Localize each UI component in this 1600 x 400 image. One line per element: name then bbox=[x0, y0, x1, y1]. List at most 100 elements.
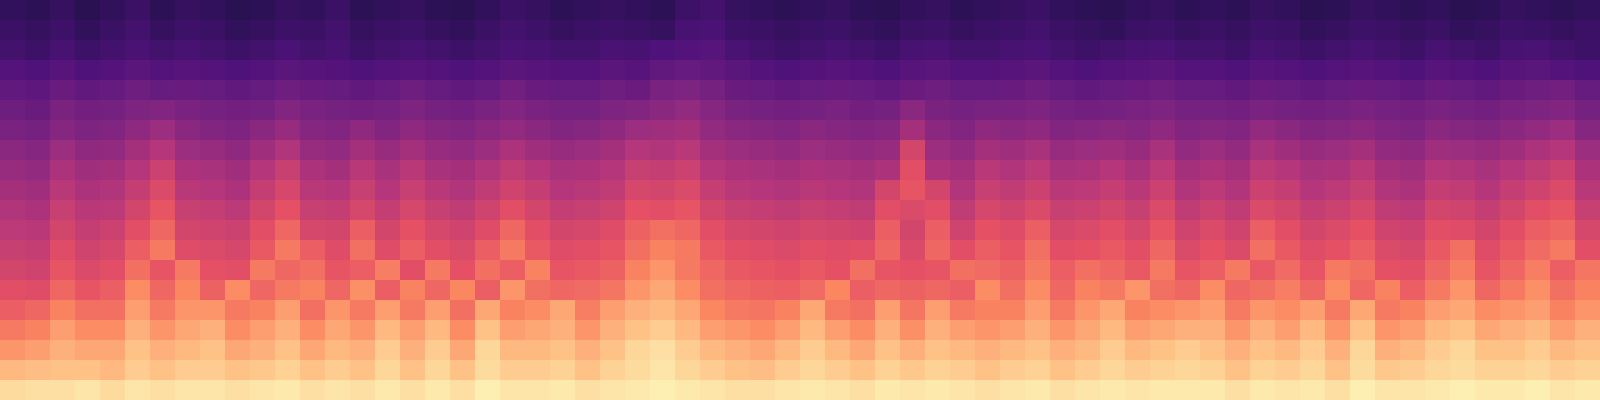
heatmap-cell bbox=[975, 140, 1001, 161]
heatmap-cell bbox=[150, 40, 176, 61]
heatmap-cell bbox=[1475, 20, 1501, 41]
heatmap-cell bbox=[800, 40, 826, 61]
heatmap-cell bbox=[175, 140, 201, 161]
heatmap-cell bbox=[1225, 40, 1251, 61]
heatmap-cell bbox=[850, 40, 876, 61]
heatmap-cell bbox=[350, 100, 376, 121]
heatmap-cell bbox=[1175, 120, 1201, 141]
heatmap-cell bbox=[1250, 60, 1276, 81]
heatmap-cell bbox=[1025, 240, 1051, 261]
heatmap-cell bbox=[1525, 120, 1551, 141]
heatmap-cell bbox=[1525, 180, 1551, 201]
heatmap-cell bbox=[1425, 380, 1451, 400]
heatmap-cell bbox=[1325, 200, 1351, 221]
heatmap-cell bbox=[625, 180, 651, 201]
heatmap-cell bbox=[525, 200, 551, 221]
heatmap-cell bbox=[1150, 300, 1176, 321]
heatmap-cell bbox=[50, 300, 76, 321]
heatmap-cell bbox=[525, 20, 551, 41]
heatmap-cell bbox=[750, 40, 776, 61]
heatmap-cell bbox=[1150, 40, 1176, 61]
heatmap-cell bbox=[850, 380, 876, 400]
heatmap-cell bbox=[1350, 200, 1376, 221]
heatmap-cell bbox=[0, 240, 26, 261]
heatmap-cell bbox=[950, 280, 976, 301]
heatmap-cell bbox=[1500, 180, 1526, 201]
heatmap-cell bbox=[325, 320, 351, 341]
heatmap-cell bbox=[700, 260, 726, 281]
heatmap-cell bbox=[275, 160, 301, 181]
heatmap-cell bbox=[1125, 20, 1151, 41]
heatmap-cell bbox=[1125, 200, 1151, 221]
heatmap-cell bbox=[350, 0, 376, 21]
heatmap-cell bbox=[600, 40, 626, 61]
heatmap-cell bbox=[1575, 320, 1600, 341]
heatmap-cell bbox=[1225, 200, 1251, 221]
heatmap-cell bbox=[1300, 220, 1326, 241]
heatmap-cell bbox=[975, 20, 1001, 41]
heatmap-cell bbox=[1425, 120, 1451, 141]
heatmap-cell bbox=[225, 20, 251, 41]
heatmap-cell bbox=[1050, 200, 1076, 221]
heatmap-cell bbox=[1125, 60, 1151, 81]
heatmap-cell bbox=[50, 0, 76, 21]
heatmap-cell bbox=[1525, 380, 1551, 400]
heatmap-cell bbox=[875, 40, 901, 61]
heatmap-cell bbox=[750, 340, 776, 361]
heatmap-cell bbox=[325, 0, 351, 21]
heatmap-cell bbox=[275, 280, 301, 301]
heatmap-cell bbox=[375, 280, 401, 301]
heatmap-cell bbox=[500, 100, 526, 121]
heatmap-cell bbox=[1150, 260, 1176, 281]
heatmap-cell bbox=[350, 140, 376, 161]
heatmap-cell bbox=[800, 320, 826, 341]
heatmap-cell bbox=[1100, 160, 1126, 181]
heatmap-cell bbox=[725, 180, 751, 201]
heatmap-cell bbox=[0, 340, 26, 361]
heatmap-cell bbox=[275, 360, 301, 381]
heatmap-cell bbox=[1050, 40, 1076, 61]
heatmap-cell bbox=[750, 0, 776, 21]
heatmap-cell bbox=[225, 80, 251, 101]
heatmap-cell bbox=[1450, 260, 1476, 281]
heatmap-cell bbox=[475, 0, 501, 21]
heatmap-cell bbox=[1300, 200, 1326, 221]
heatmap-cell bbox=[25, 120, 51, 141]
heatmap-cell bbox=[1150, 20, 1176, 41]
heatmap-cell bbox=[875, 200, 901, 221]
heatmap-cell bbox=[100, 120, 126, 141]
heatmap-cell bbox=[1200, 40, 1226, 61]
heatmap-cell bbox=[1375, 220, 1401, 241]
heatmap-cell bbox=[0, 380, 26, 400]
heatmap-cell bbox=[1350, 300, 1376, 321]
heatmap-cell bbox=[700, 40, 726, 61]
heatmap-cell bbox=[225, 360, 251, 381]
heatmap-cell bbox=[325, 220, 351, 241]
heatmap-cell bbox=[1150, 280, 1176, 301]
heatmap-cell bbox=[275, 220, 301, 241]
heatmap-cell bbox=[750, 20, 776, 41]
heatmap-cell bbox=[700, 220, 726, 241]
heatmap-cell bbox=[1000, 200, 1026, 221]
heatmap-cell bbox=[1475, 80, 1501, 101]
heatmap-cell bbox=[50, 180, 76, 201]
heatmap-cell bbox=[1475, 0, 1501, 21]
heatmap-cell bbox=[175, 160, 201, 181]
heatmap-cell bbox=[525, 40, 551, 61]
heatmap-cell bbox=[200, 300, 226, 321]
heatmap-cell bbox=[550, 120, 576, 141]
heatmap-cell bbox=[475, 200, 501, 221]
heatmap-cell bbox=[1525, 240, 1551, 261]
heatmap-cell bbox=[50, 220, 76, 241]
heatmap-cell bbox=[975, 200, 1001, 221]
heatmap-cell bbox=[425, 240, 451, 261]
heatmap-cell bbox=[325, 260, 351, 281]
heatmap-cell bbox=[500, 300, 526, 321]
heatmap-cell bbox=[1275, 40, 1301, 61]
heatmap-cell bbox=[500, 80, 526, 101]
heatmap-cell bbox=[675, 260, 701, 281]
heatmap-cell bbox=[1250, 100, 1276, 121]
heatmap-cell bbox=[1100, 140, 1126, 161]
heatmap-cell bbox=[1125, 0, 1151, 21]
heatmap-cell bbox=[550, 240, 576, 261]
